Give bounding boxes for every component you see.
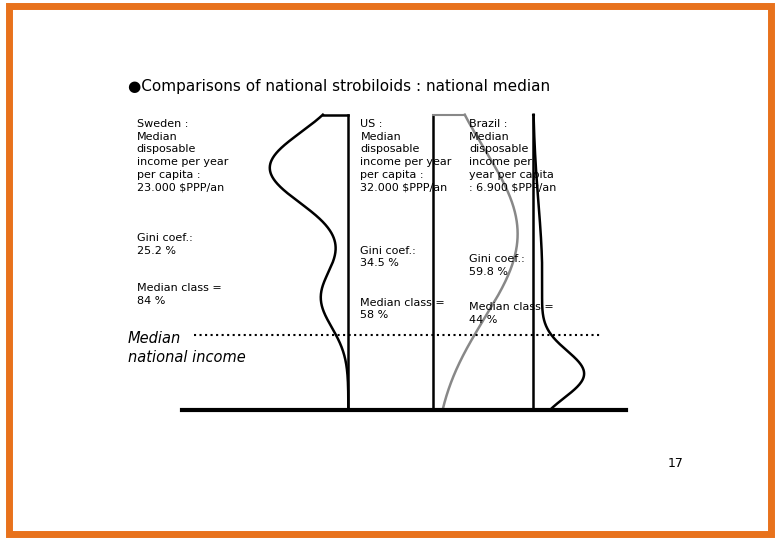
Text: Brazil :
Median
disposable
income per
year per capita
: 6.900 $PPP/an: Brazil : Median disposable income per ye… xyxy=(470,119,557,193)
Text: Sweden :
Median
disposable
income per year
per capita :
23.000 $PPP/an: Sweden : Median disposable income per ye… xyxy=(136,119,229,193)
Text: 17: 17 xyxy=(668,457,684,470)
Text: Median class =
44 %: Median class = 44 % xyxy=(470,302,554,325)
Text: Median class =
84 %: Median class = 84 % xyxy=(136,283,222,306)
Text: ●Comparisons of national strobiloids : national median: ●Comparisons of national strobiloids : n… xyxy=(128,79,550,94)
Text: Gini coef.:
34.5 %: Gini coef.: 34.5 % xyxy=(360,246,417,268)
Text: Median class =
58 %: Median class = 58 % xyxy=(360,298,445,320)
Text: US :
Median
disposable
income per year
per capita :
32.000 $PPP/an: US : Median disposable income per year p… xyxy=(360,119,452,193)
Text: Median
national income: Median national income xyxy=(128,331,246,364)
Text: Gini coef.:
25.2 %: Gini coef.: 25.2 % xyxy=(136,233,193,256)
Text: Gini coef.:
59.8 %: Gini coef.: 59.8 % xyxy=(470,254,525,277)
